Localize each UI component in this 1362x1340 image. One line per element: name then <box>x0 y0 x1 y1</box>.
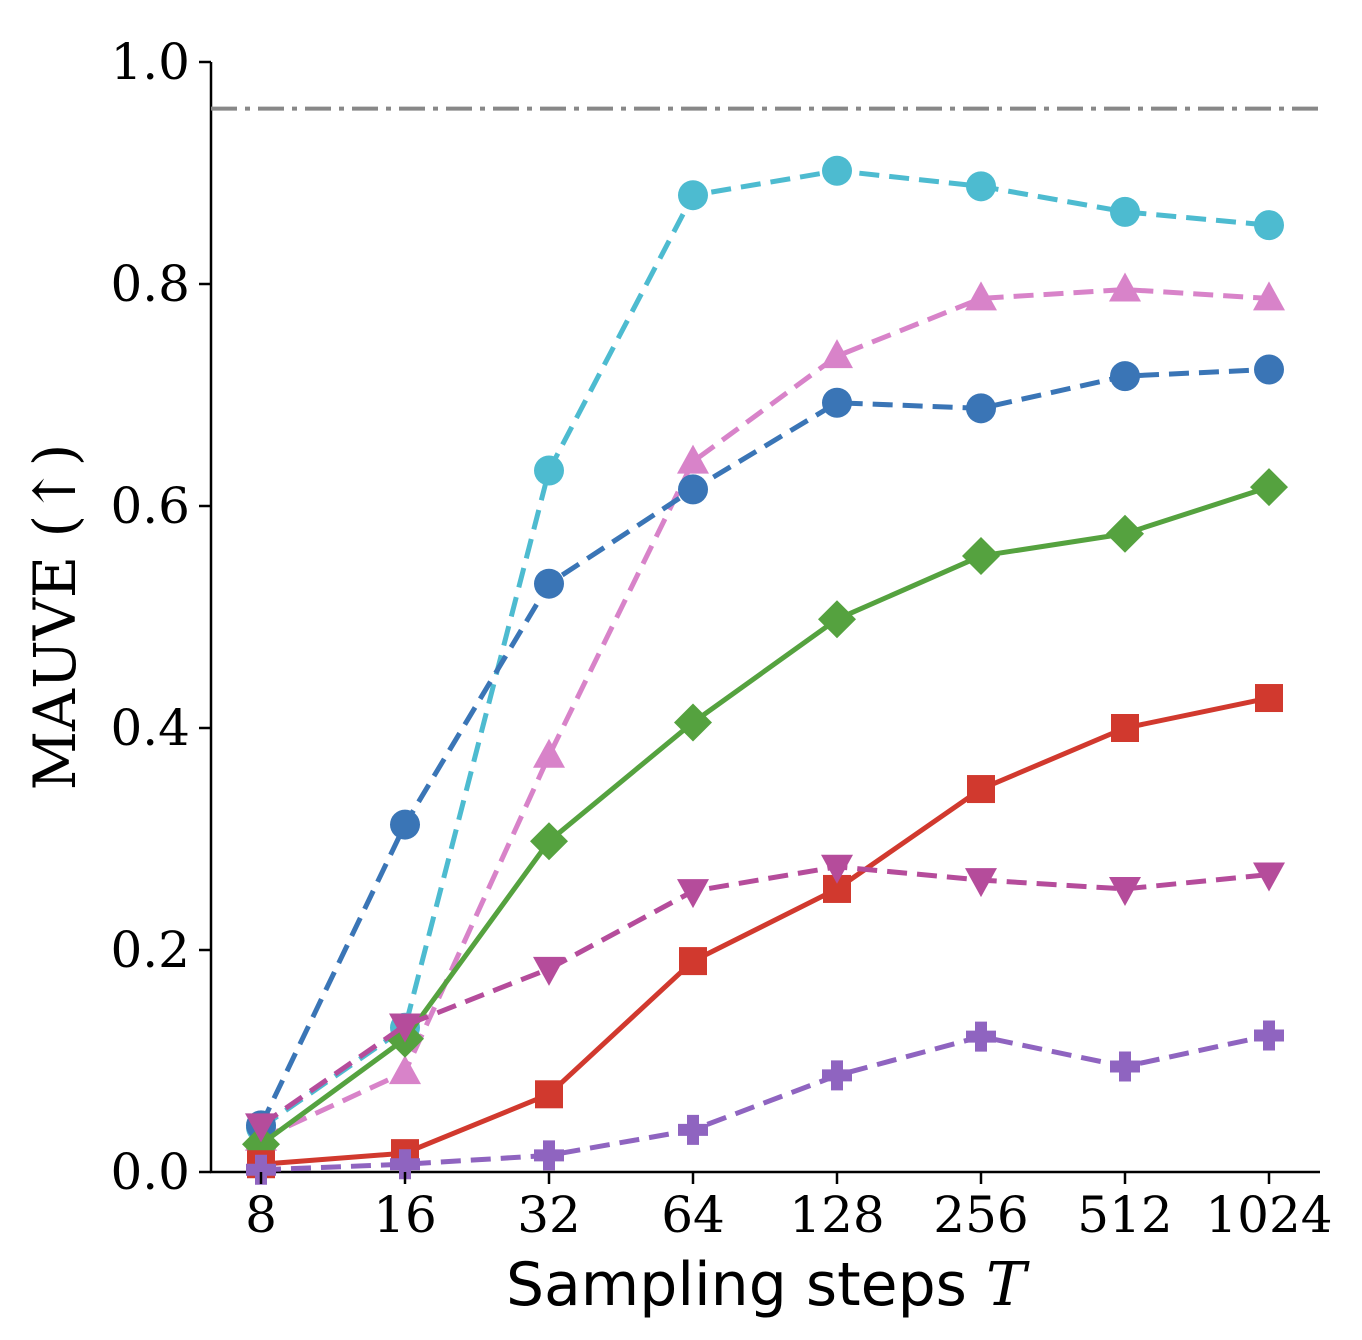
data-point <box>1254 1020 1284 1051</box>
data-point <box>1111 714 1139 742</box>
data-point <box>534 1140 564 1171</box>
data-point <box>1110 361 1140 392</box>
data-point <box>533 956 565 986</box>
series-line <box>260 1033 1270 1173</box>
data-point <box>389 1013 421 1043</box>
data-point <box>390 809 420 840</box>
y-tick-label: 0.4 <box>110 699 190 757</box>
series-line <box>259 287 1270 1141</box>
data-point <box>530 822 568 861</box>
x-tick-label: 8 <box>245 1186 277 1244</box>
x-tick-label: 64 <box>661 1186 725 1244</box>
data-point <box>533 738 565 768</box>
data-point <box>967 775 995 804</box>
data-point <box>822 387 852 418</box>
series-7 <box>246 1020 1284 1185</box>
data-point <box>674 703 712 742</box>
series-3 <box>246 354 1284 1141</box>
series-2 <box>245 272 1285 1151</box>
y-tick-label: 0.2 <box>110 921 190 979</box>
data-point <box>965 281 997 311</box>
data-point <box>966 393 996 424</box>
data-point <box>1109 272 1141 302</box>
data-point <box>1106 514 1144 553</box>
series-line <box>259 864 1270 1128</box>
data-point <box>1255 684 1283 713</box>
data-point <box>965 868 997 898</box>
series-line <box>259 484 1270 1147</box>
series-6 <box>245 854 1285 1143</box>
data-point <box>1254 354 1284 385</box>
y-axis-label: MAUVE (↑) <box>21 444 89 791</box>
data-point <box>1110 196 1140 227</box>
series-line <box>258 366 1270 1127</box>
y-tick-label: 0.0 <box>110 1143 190 1201</box>
data-point <box>677 879 709 909</box>
data-point <box>677 444 709 474</box>
y-tick-label: 0.8 <box>110 255 190 313</box>
series-layer <box>242 155 1288 1185</box>
series-line <box>259 168 1270 1130</box>
x-tick-label: 128 <box>789 1186 884 1244</box>
x-axis-label: Sampling steps T <box>506 1250 1030 1320</box>
x-axis-label-text: Sampling steps <box>506 1250 967 1320</box>
x-axis-label-variable: T <box>986 1250 1030 1320</box>
y-tick-label: 0.6 <box>110 477 190 535</box>
data-point <box>679 947 707 976</box>
data-point <box>821 339 853 369</box>
data-point <box>1109 876 1141 906</box>
series-1 <box>246 155 1284 1143</box>
data-point <box>678 474 708 505</box>
data-point <box>1110 1051 1140 1082</box>
x-tick-label: 16 <box>373 1186 437 1244</box>
x-tick-label: 512 <box>1077 1186 1172 1244</box>
data-point <box>389 1055 421 1085</box>
data-point <box>1250 468 1288 507</box>
series-line <box>260 695 1270 1167</box>
data-point <box>678 180 708 211</box>
x-tick-label: 1024 <box>1205 1186 1332 1244</box>
data-point <box>822 1060 852 1091</box>
data-point <box>1253 281 1285 311</box>
y-tick-label: 1.0 <box>110 33 190 91</box>
ticks-layer: 0.0 0.2 0.4 0.6 0.8 1.0 8 16 32 64 128 256 512 1024 <box>110 33 1332 1244</box>
data-point <box>818 600 856 639</box>
data-point <box>534 568 564 599</box>
data-point <box>246 1154 276 1185</box>
data-point <box>678 1114 708 1145</box>
data-point <box>245 1113 277 1143</box>
data-point <box>822 155 852 186</box>
data-point <box>390 1149 420 1180</box>
data-point <box>966 171 996 202</box>
x-tick-label: 256 <box>933 1186 1028 1244</box>
data-point <box>966 1021 996 1052</box>
data-point <box>962 536 1000 575</box>
data-point <box>821 854 853 884</box>
data-point <box>1253 862 1285 892</box>
data-point <box>1254 210 1284 241</box>
data-point <box>534 455 564 486</box>
x-tick-label: 32 <box>517 1186 581 1244</box>
data-point <box>535 1080 563 1109</box>
